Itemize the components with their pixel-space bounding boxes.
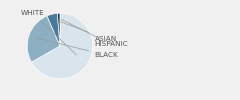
Wedge shape — [27, 16, 60, 62]
Text: WHITE: WHITE — [20, 10, 76, 55]
Wedge shape — [47, 13, 60, 46]
Wedge shape — [31, 13, 93, 79]
Text: BLACK: BLACK — [36, 38, 118, 58]
Text: ASIAN: ASIAN — [56, 20, 117, 42]
Wedge shape — [57, 13, 60, 46]
Text: HISPANIC: HISPANIC — [61, 19, 128, 47]
